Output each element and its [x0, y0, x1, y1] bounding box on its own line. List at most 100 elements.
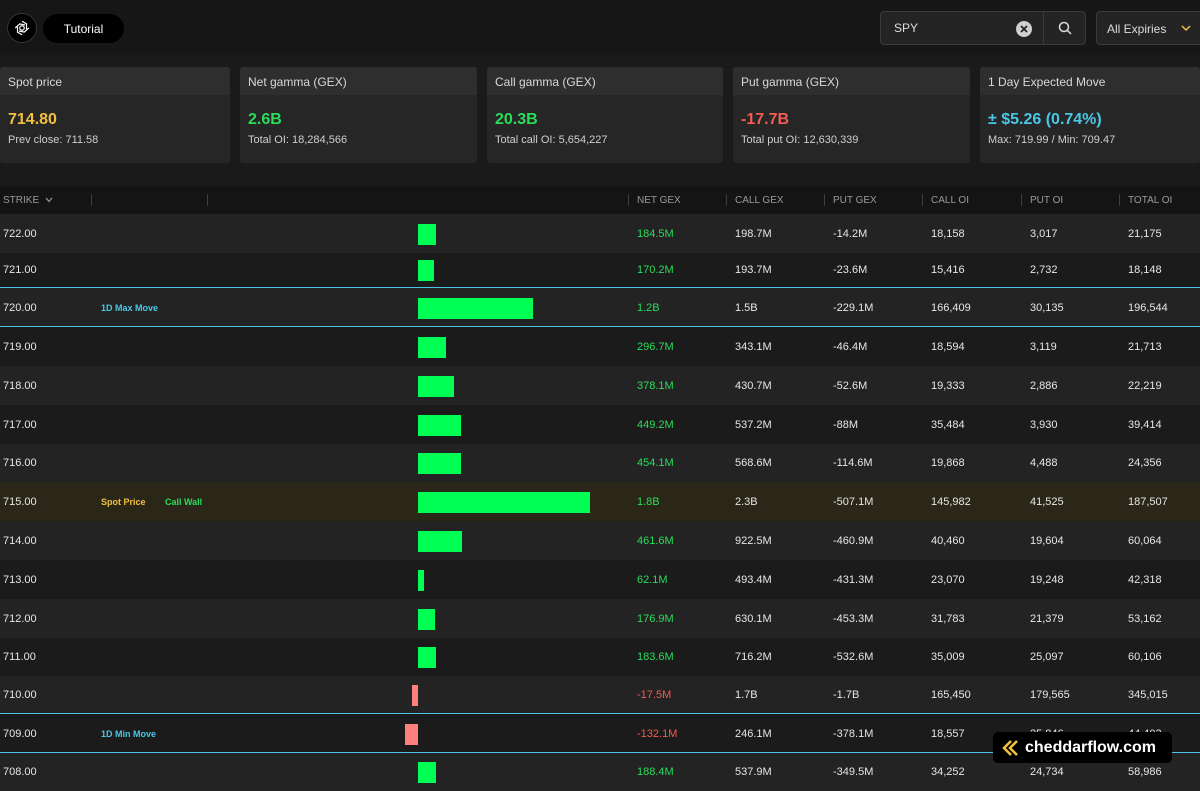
put-gex-cell: -378.1M: [833, 728, 874, 740]
net-gex-cell: 1.2B: [637, 302, 660, 314]
put-oi-cell: 2,886: [1030, 380, 1058, 392]
net-gex-cell: 62.1M: [637, 574, 668, 586]
column-divider: [1021, 194, 1022, 206]
call-oi-column-header[interactable]: CALL OI: [931, 195, 969, 206]
table-row[interactable]: 720.00 1.2B 1.5B -229.1M 166,409 30,135 196,54…: [0, 287, 1200, 327]
put-gex-cell: -349.5M: [833, 766, 874, 778]
gex-bar-positive: [418, 492, 590, 513]
table-row[interactable]: 711.00 183.6M 716.2M -532.6M 35,009 25,097 60,…: [0, 638, 1200, 676]
app-logo-button[interactable]: [7, 13, 37, 43]
level-tag: Spot Price: [101, 497, 146, 507]
strike-cell: 715.00: [3, 496, 37, 508]
call-oi-cell: 35,484: [931, 419, 965, 431]
card-title: 1 Day Expected Move: [980, 67, 1200, 95]
call-gex-column-header[interactable]: CALL GEX: [735, 195, 784, 206]
put-gex-cell: -1.7B: [833, 689, 860, 701]
strike-cell: 711.00: [3, 651, 36, 663]
gex-bar-positive: [418, 531, 463, 552]
total-oi-cell: 53,162: [1128, 613, 1162, 625]
total-oi-cell: 24,356: [1128, 457, 1162, 469]
net-gamma-card: Net gamma (GEX) 2.6B Total OI: 18,284,56…: [240, 67, 477, 163]
column-divider: [1119, 194, 1120, 206]
expected-move-card: 1 Day Expected Move ± $5.26 (0.74%) Max:…: [980, 67, 1200, 163]
call-gex-cell: 922.5M: [735, 535, 772, 547]
table-row[interactable]: 719.00 296.7M 343.1M -46.4M 18,594 3,119 21,71…: [0, 327, 1200, 366]
gex-table-header: STRIKE NET GEX CALL GEX PUT GEX CALL OI …: [0, 186, 1200, 214]
total-oi-cell: 42,318: [1128, 574, 1162, 586]
put-gex-cell: -229.1M: [833, 302, 874, 314]
watermark-text: cheddarflow.com: [1025, 738, 1156, 756]
gex-bar-positive: [418, 337, 447, 358]
search-button[interactable]: [1044, 11, 1086, 45]
net-gex-cell: 1.8B: [637, 496, 660, 508]
put-gex-cell: -23.6M: [833, 264, 868, 276]
strike-cell: 709.00: [3, 728, 37, 740]
total-oi-cell: 345,015: [1128, 689, 1168, 701]
put-gex-cell: -507.1M: [833, 496, 874, 508]
ticker-search-input[interactable]: [894, 21, 1004, 35]
gex-bar-positive: [418, 260, 435, 281]
net-gex-cell: 449.2M: [637, 419, 674, 431]
strike-cell: 718.00: [3, 380, 37, 392]
card-subtext: Total put OI: 12,630,339: [741, 134, 859, 146]
put-oi-cell: 30,135: [1030, 302, 1064, 314]
gex-bar-positive: [418, 647, 436, 668]
put-oi-cell: 179,565: [1030, 689, 1070, 701]
gex-bar-negative: [412, 685, 418, 706]
strike-cell: 722.00: [3, 228, 37, 240]
gex-bar-positive: [418, 298, 533, 319]
strike-cell: 713.00: [3, 574, 37, 586]
total-oi-column-header[interactable]: TOTAL OI: [1128, 195, 1173, 206]
expiry-select[interactable]: All Expiries: [1096, 11, 1200, 45]
card-value: -17.7B: [741, 111, 790, 128]
table-row[interactable]: 715.00 1.8B 2.3B -507.1M 145,982 41,525 187,50…: [0, 482, 1200, 521]
total-oi-cell: 187,507: [1128, 496, 1168, 508]
card-subtext: Total OI: 18,284,566: [248, 134, 348, 146]
card-subtext: Total call OI: 5,654,227: [495, 134, 608, 146]
strike-column-header[interactable]: STRIKE: [3, 195, 53, 206]
table-row[interactable]: 722.00 184.5M 198.7M -14.2M 18,158 3,017 21,17…: [0, 214, 1200, 253]
level-tag: 1D Min Move: [101, 729, 157, 739]
net-gex-cell: 378.1M: [637, 380, 674, 392]
column-divider: [91, 194, 92, 206]
put-gex-cell: -46.4M: [833, 341, 868, 353]
call-oi-cell: 15,416: [931, 264, 965, 276]
table-row[interactable]: 717.00 449.2M 537.2M -88M 35,484 3,930 39,414: [0, 405, 1200, 444]
table-row[interactable]: 716.00 454.1M 568.6M -114.6M 19,868 4,488 24,3…: [0, 444, 1200, 482]
table-row[interactable]: 721.00 170.2M 193.7M -23.6M 15,416 2,732 18,14…: [0, 253, 1200, 287]
card-title: Spot price: [0, 67, 230, 95]
put-gex-cell: -431.3M: [833, 574, 874, 586]
tutorial-button[interactable]: Tutorial: [43, 14, 124, 43]
strike-cell: 710.00: [3, 689, 37, 701]
put-gex-cell: -14.2M: [833, 228, 868, 240]
table-row[interactable]: 713.00 62.1M 493.4M -431.3M 23,070 19,248 42,3…: [0, 560, 1200, 599]
ticker-search-box[interactable]: [880, 11, 1044, 45]
chevron-down-icon: [1181, 25, 1191, 32]
total-oi-cell: 58,986: [1128, 766, 1162, 778]
call-gex-cell: 493.4M: [735, 574, 772, 586]
call-oi-cell: 34,252: [931, 766, 965, 778]
net-gex-cell: 170.2M: [637, 264, 674, 276]
net-gex-cell: 183.6M: [637, 651, 674, 663]
total-oi-cell: 196,544: [1128, 302, 1168, 314]
put-oi-cell: 41,525: [1030, 496, 1064, 508]
table-row[interactable]: 718.00 378.1M 430.7M -52.6M 19,333 2,886 22,21…: [0, 366, 1200, 405]
table-row[interactable]: 714.00 461.6M 922.5M -460.9M 40,460 19,604 60,…: [0, 521, 1200, 560]
put-oi-cell: 4,488: [1030, 457, 1058, 469]
put-oi-cell: 3,930: [1030, 419, 1058, 431]
call-gex-cell: 198.7M: [735, 228, 772, 240]
top-bar: Tutorial All Expiries: [0, 0, 1200, 55]
net-gex-column-header[interactable]: NET GEX: [637, 195, 681, 206]
gex-bar-positive: [418, 762, 436, 783]
total-oi-cell: 60,064: [1128, 535, 1162, 547]
call-gex-cell: 716.2M: [735, 651, 772, 663]
put-gex-column-header[interactable]: PUT GEX: [833, 195, 877, 206]
put-oi-column-header[interactable]: PUT OI: [1030, 195, 1064, 206]
card-subtext: Prev close: 711.58: [8, 134, 99, 146]
column-divider: [726, 194, 727, 206]
table-row[interactable]: 710.00 -17.5M 1.7B -1.7B 165,450 179,565 345,0…: [0, 676, 1200, 713]
table-row[interactable]: 712.00 176.9M 630.1M -453.3M 31,783 21,379 53,…: [0, 599, 1200, 638]
put-oi-cell: 2,732: [1030, 264, 1058, 276]
card-subtext: Max: 719.99 / Min: 709.47: [988, 134, 1116, 146]
clear-search-icon[interactable]: [1016, 21, 1032, 37]
